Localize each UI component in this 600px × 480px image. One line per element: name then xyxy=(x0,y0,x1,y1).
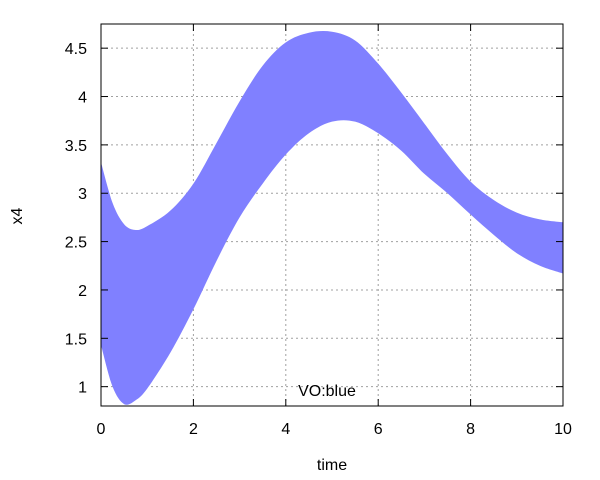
x-tick-label: 0 xyxy=(97,421,106,438)
x-axis-label: time xyxy=(317,457,347,474)
band-area xyxy=(101,31,563,405)
y-tick-label: 2 xyxy=(78,283,87,300)
y-tick-label: 3.5 xyxy=(65,138,87,155)
y-tick-label: 4 xyxy=(78,90,87,107)
series-area xyxy=(101,31,563,405)
y-tick-labels: 1 1.5 2 2.5 3 3.5 4 4.5 xyxy=(65,41,87,396)
x-tick-label: 4 xyxy=(281,421,290,438)
tick-marks xyxy=(100,24,564,406)
y-axis-label: x4 xyxy=(9,207,26,224)
x-tick-label: 6 xyxy=(374,421,383,438)
y-tick-label: 3 xyxy=(78,186,87,203)
x-tick-label: 10 xyxy=(554,421,572,438)
x-tick-labels: 0 2 4 6 8 10 xyxy=(97,421,572,438)
x-tick-label: 8 xyxy=(466,421,475,438)
x-tick-label: 2 xyxy=(189,421,198,438)
y-tick-label: 1.5 xyxy=(65,331,87,348)
y-tick-label: 1 xyxy=(78,380,87,397)
plot-frame xyxy=(100,23,564,407)
annotation-label: VO:blue xyxy=(298,383,356,400)
y-tick-label: 2.5 xyxy=(65,235,87,252)
y-tick-label: 4.5 xyxy=(65,41,87,58)
